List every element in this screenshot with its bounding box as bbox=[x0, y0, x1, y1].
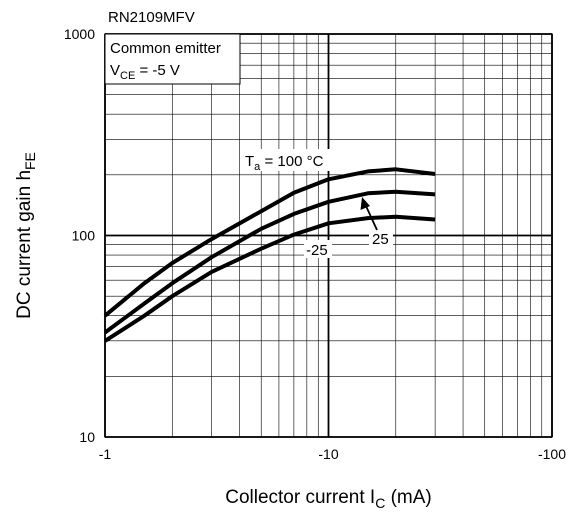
x-axis-label-main: Collector current I bbox=[225, 487, 375, 508]
series-line-1 bbox=[103, 189, 436, 335]
y-tick-label: 100 bbox=[72, 228, 96, 244]
vce-subscript: CE bbox=[120, 70, 135, 82]
series-line-0 bbox=[103, 167, 436, 318]
condition-box: Common emitter VCE = -5 V bbox=[104, 33, 241, 85]
series-layer bbox=[103, 167, 436, 343]
condition-line-2: VCE = -5 V bbox=[110, 62, 180, 82]
series-label-layer: Ta = 100 °C 25 -25 bbox=[241, 149, 393, 259]
series-label-25: 25 bbox=[372, 231, 389, 248]
y-axis-label: DC current gain hFE bbox=[14, 152, 38, 319]
series-label-bg bbox=[304, 240, 332, 258]
chart-title: RN2109MFV bbox=[108, 9, 195, 26]
condition-box-frame bbox=[104, 33, 241, 85]
x-tick-label: -100 bbox=[538, 446, 566, 462]
series-25-pointer-arrow bbox=[365, 205, 378, 231]
series-line-2 bbox=[103, 214, 436, 343]
y-tick-label: 10 bbox=[79, 429, 95, 445]
series-label-minus-25: -25 bbox=[306, 242, 328, 259]
series-label-ta-100: Ta = 100 °C bbox=[245, 153, 324, 173]
x-axis-label-unit: (mA) bbox=[385, 487, 431, 508]
vce-value: = -5 V bbox=[135, 62, 180, 79]
condition-line-1: Common emitter bbox=[110, 40, 221, 57]
x-axis-label-subscript: C bbox=[375, 495, 385, 511]
series-label-bg bbox=[369, 229, 393, 247]
tick-label-layer: -1 -10 -100 10 100 1000 bbox=[64, 26, 566, 462]
plot-frame bbox=[104, 33, 553, 438]
y-axis-label-subscript: FE bbox=[22, 152, 38, 170]
x-tick-label: -1 bbox=[99, 446, 112, 462]
y-axis-label-main: DC current gain h bbox=[14, 170, 35, 319]
vce-symbol: V bbox=[110, 62, 120, 79]
series-25-pointer-arrowhead bbox=[360, 197, 370, 210]
series-label-bg bbox=[241, 149, 337, 171]
x-axis-label: Collector current IC (mA) bbox=[225, 487, 432, 511]
x-tick-label: -10 bbox=[318, 446, 338, 462]
y-tick-label: 1000 bbox=[64, 26, 95, 42]
